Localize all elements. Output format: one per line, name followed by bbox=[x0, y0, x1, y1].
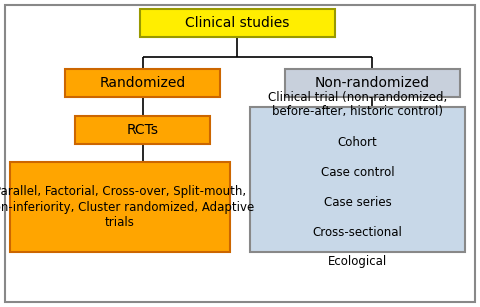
FancyBboxPatch shape bbox=[250, 107, 465, 252]
FancyBboxPatch shape bbox=[75, 116, 210, 144]
Text: Clinical studies: Clinical studies bbox=[185, 16, 290, 30]
FancyBboxPatch shape bbox=[10, 162, 230, 252]
Text: Parallel, Factorial, Cross-over, Split-mouth,
Non-inferiority, Cluster randomize: Parallel, Factorial, Cross-over, Split-m… bbox=[0, 185, 254, 228]
FancyBboxPatch shape bbox=[285, 69, 460, 97]
Text: Non-randomized: Non-randomized bbox=[315, 76, 430, 90]
Text: Clinical trial (non-randomized,
before-after, historic control)

Cohort

Case co: Clinical trial (non-randomized, before-a… bbox=[268, 91, 447, 269]
FancyBboxPatch shape bbox=[140, 9, 335, 37]
FancyBboxPatch shape bbox=[65, 69, 220, 97]
Text: RCTs: RCTs bbox=[127, 123, 158, 137]
Text: Randomized: Randomized bbox=[99, 76, 186, 90]
